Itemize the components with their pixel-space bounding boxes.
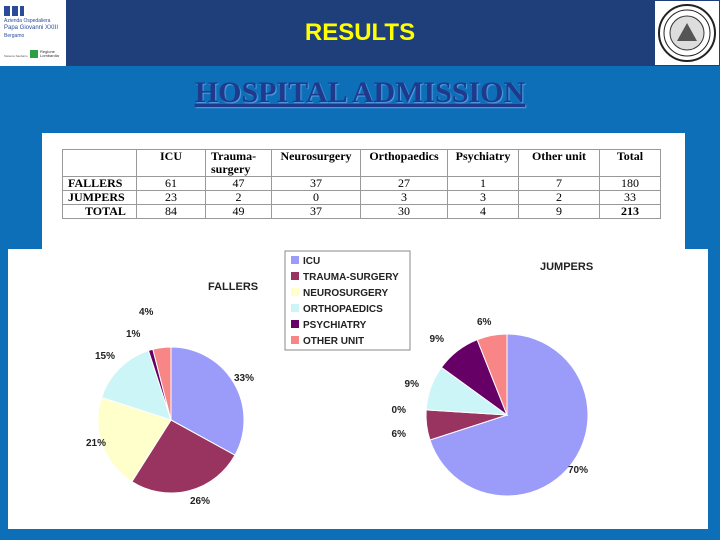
- table-header-cell: Psychiatry: [447, 149, 519, 177]
- pie-slice: [131, 419, 236, 494]
- table-row: FALLERS 61 47 37 27 1 7 180: [62, 176, 661, 191]
- chart-title-fallers: FALLERS: [208, 281, 258, 293]
- legend-swatch: [291, 336, 299, 344]
- table-cell: 9: [518, 204, 600, 219]
- data-label: 70%: [568, 465, 588, 476]
- legend: ICU TRAUMA-SURGERY NEUROSURGERY ORTHOPAEDIC…: [284, 250, 411, 351]
- table-cell: 2: [518, 190, 600, 205]
- table-cell: 49: [205, 204, 272, 219]
- legend-box: [284, 250, 411, 351]
- legend-swatch: [291, 304, 299, 312]
- data-label: 9%: [430, 334, 445, 345]
- logo-text: Sistema Sanitario: [4, 54, 28, 58]
- table-cell: 27: [360, 176, 448, 191]
- logo-text: Papa Giovanni XXIII: [4, 25, 59, 31]
- legend-label: OTHER UNIT: [303, 336, 364, 347]
- table-cell: 3: [360, 190, 448, 205]
- pie-slice: [476, 333, 508, 416]
- table-row: JUMPERS 23 2 0 3 3 2 33: [62, 190, 661, 205]
- logo-text: Bergamo: [4, 33, 25, 39]
- pie-jumpers: 70% 6% 0% 9% 9% 6%: [392, 317, 589, 497]
- table-header-cell: Orthopaedics: [360, 149, 448, 177]
- admission-table-panel: ICU Trauma-surgery Neurosurgery Orthopae…: [42, 133, 685, 250]
- pie-slice: [429, 333, 589, 497]
- legend-label: ICU: [303, 256, 320, 267]
- legend-label: PSYCHIATRY: [303, 320, 367, 331]
- table-cell: 213: [599, 204, 661, 219]
- data-label: 6%: [392, 429, 407, 440]
- row-label: FALLERS: [62, 176, 137, 191]
- data-label: 33%: [234, 373, 254, 384]
- table-cell: 23: [136, 190, 206, 205]
- logo-text: Regione Lombardia: [40, 49, 59, 58]
- table-cell: 180: [599, 176, 661, 191]
- data-label: 0%: [392, 405, 407, 416]
- table-header-row: ICU Trauma-surgery Neurosurgery Orthopae…: [62, 149, 661, 177]
- row-label: JUMPERS: [62, 190, 137, 205]
- data-label: 21%: [86, 438, 106, 449]
- table-cell: 0: [271, 190, 361, 205]
- data-label: 1%: [126, 329, 141, 340]
- region-logo-icon: [30, 50, 38, 58]
- table-cell: 61: [136, 176, 206, 191]
- slide-title: RESULTS: [304, 19, 416, 46]
- slide-subtitle: HOSPITAL ADMISSION: [194, 76, 526, 109]
- pie-slice: [170, 346, 245, 456]
- table-cell: 47: [205, 176, 272, 191]
- data-label: 15%: [95, 351, 115, 362]
- table-cell: 3: [447, 190, 519, 205]
- table-cell: 84: [136, 204, 206, 219]
- data-label: 9%: [405, 379, 420, 390]
- table-cell: 7: [518, 176, 600, 191]
- data-label: 26%: [190, 496, 210, 507]
- legend-swatch: [291, 320, 299, 328]
- table-cell: 30: [360, 204, 448, 219]
- logo-mark-icon: [4, 6, 24, 16]
- pie-slice: [97, 396, 172, 483]
- charts-panel: FALLERS JUMPERS ICU TRAUMA-SURGERY NEUROSU…: [8, 249, 708, 529]
- table-cell: 37: [271, 176, 361, 191]
- table-header-cell: ICU: [136, 149, 206, 177]
- legend-swatch: [291, 288, 299, 296]
- table-cell: 33: [599, 190, 661, 205]
- table-cell: 37: [271, 204, 361, 219]
- legend-label: ORTHOPAEDICS: [303, 304, 383, 315]
- chart-title-jumpers: JUMPERS: [540, 261, 593, 273]
- legend-swatch: [291, 272, 299, 280]
- table-header-cell: Trauma-surgery: [205, 149, 272, 177]
- table-cell: 4: [447, 204, 519, 219]
- legend-label: TRAUMA-SURGERY: [303, 272, 399, 283]
- legend-label: NEUROSURGERY: [303, 288, 389, 299]
- row-label: TOTAL: [62, 204, 137, 219]
- table-cell: 2: [205, 190, 272, 205]
- hospital-logo: Azienda Ospedaliera Papa Giovanni XXIII …: [0, 0, 66, 66]
- admission-table: ICU Trauma-surgery Neurosurgery Orthopae…: [62, 149, 661, 219]
- table-header-cell: [62, 149, 137, 177]
- table-header-cell: Total: [599, 149, 661, 177]
- logo-text: Azienda Ospedaliera: [4, 18, 51, 24]
- pie-fallers: 33% 26% 21% 15% 1% 4%: [86, 307, 254, 507]
- data-label: 6%: [477, 317, 492, 328]
- data-label: 4%: [139, 307, 154, 318]
- header-bar: [0, 0, 720, 66]
- table-row: TOTAL 84 49 37 30 4 9 213: [62, 204, 661, 219]
- table-cell: 1: [447, 176, 519, 191]
- table-header-cell: Neurosurgery: [271, 149, 361, 177]
- legend-swatch: [291, 256, 299, 264]
- pie-charts: FALLERS JUMPERS ICU TRAUMA-SURGERY NEUROSU…: [86, 250, 593, 507]
- table-header-cell: Other unit: [518, 149, 600, 177]
- pie-slice: [152, 346, 172, 421]
- university-seal: [655, 1, 719, 65]
